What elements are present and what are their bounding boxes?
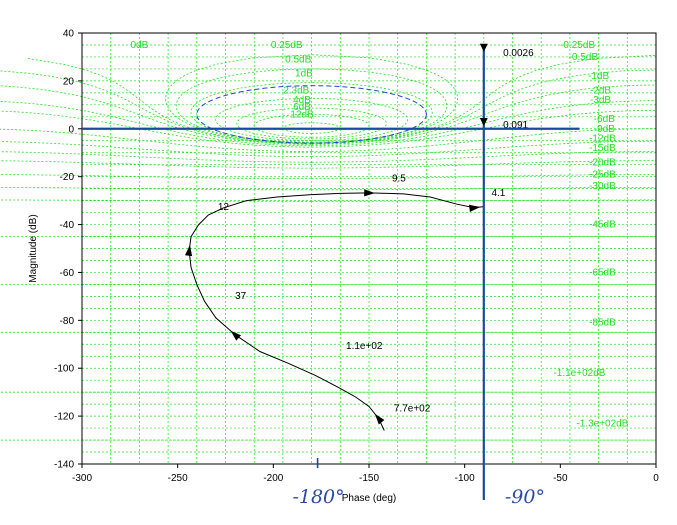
x-tick-label: -100	[455, 473, 475, 484]
gain-contour-label: 12dB	[290, 109, 314, 120]
gain-contour-label: 0.25dB	[271, 40, 303, 51]
gain-contour-label: -25dB	[589, 169, 616, 180]
frequency-label: 4.1	[491, 188, 505, 199]
handwritten-phase-label: -180°	[292, 486, 344, 508]
gain-contour-label: 1dB	[295, 69, 313, 80]
marker-arrow	[479, 117, 488, 126]
gain-contour-label: -1.3e+02dB	[576, 418, 628, 429]
gain-contour-label: -45dB	[589, 220, 616, 231]
gain-contour-label: -1.1e+02dB	[553, 368, 605, 379]
gain-contour-label: -30dB	[589, 181, 616, 192]
chart-axes: -300 -250 -200 -150 -100 -50 0 40 20 0 -20 -40 -60 -8…	[28, 29, 659, 505]
gain-contour-label: -6dB	[594, 114, 615, 125]
gain-contour	[283, 122, 340, 134]
gain-contour	[0, 140, 656, 157]
gain-contour	[253, 113, 370, 138]
frequency-response-curve	[185, 189, 484, 431]
x-tick-label: 0	[653, 473, 659, 484]
frequency-label: 1.1e+02	[346, 341, 383, 352]
y-tick-label: -100	[54, 364, 74, 375]
y-tick-label: -40	[60, 220, 75, 231]
gain-contour-label: -0.5dB	[569, 52, 599, 63]
gain-contour-label: -12dB	[589, 133, 616, 144]
y-tick-label: 0	[68, 124, 74, 135]
x-tick-label: -150	[359, 473, 379, 484]
frequency-label: 7.7e+02	[394, 403, 431, 414]
y-tick-label: -60	[60, 268, 75, 279]
curve-arrow	[185, 244, 193, 257]
gain-contour-label: 6dB	[293, 102, 311, 113]
gain-contour	[0, 199, 656, 202]
curve-arrow	[230, 330, 241, 341]
gain-contour	[190, 82, 433, 143]
x-axis-label: Phase (deg)	[342, 493, 396, 504]
response-line	[188, 192, 484, 431]
gain-contour	[0, 84, 657, 145]
gain-contour-label: 4dB	[293, 95, 311, 106]
y-tick-label: -20	[60, 172, 75, 183]
gain-contour-label: -15dB	[589, 143, 616, 154]
hand-annotations: -180° -90°	[82, 43, 580, 508]
marker-value-label: 0.0026	[503, 48, 534, 59]
handwritten-phase-label: -90°	[505, 486, 545, 508]
curve-arrow	[364, 189, 375, 197]
gain-contour-label: -65dB	[589, 267, 616, 278]
frequency-label: 37	[235, 291, 247, 302]
gain-contour	[0, 100, 656, 147]
curve-arrow	[374, 413, 385, 425]
gain-contour-label: -3dB	[590, 95, 611, 106]
x-tick-label: -250	[168, 473, 188, 484]
frequency-label: 12	[218, 202, 230, 213]
y-tick-label: -80	[60, 316, 75, 327]
gain-contour-label: 2.3dB	[283, 85, 309, 96]
chart-labels: 7.7e+02 1.1e+02 37 12 9.5 4.1 0.0026 0.091 0dB 0.…	[131, 40, 629, 429]
frequency-label: 9.5	[392, 173, 406, 184]
gain-contour-label: -20dB	[589, 157, 616, 168]
gain-contour	[215, 97, 408, 141]
y-tick-label: 20	[63, 76, 75, 87]
marker-arrow	[479, 43, 488, 52]
x-tick-label: -200	[263, 473, 283, 484]
y-axis-label: Magnitude (dB)	[28, 214, 39, 282]
gain-contour	[236, 107, 387, 140]
gain-contour	[0, 110, 656, 148]
gain-contour-label: -2dB	[590, 85, 611, 96]
x-tick-label: -50	[553, 473, 568, 484]
gain-contour	[0, 151, 656, 163]
y-tick-label: -140	[54, 460, 74, 471]
x-tick-label: -300	[72, 473, 92, 484]
gain-contour-label: -85dB	[589, 318, 616, 329]
curve-arrow	[469, 204, 481, 212]
marker-value-label: 0.091	[503, 120, 528, 131]
y-tick-label: 40	[63, 29, 75, 40]
gain-contour-label: 0dB	[131, 40, 149, 51]
gain-contour-label: -9dB	[594, 124, 615, 135]
gain-contour-label: -1dB	[588, 71, 609, 82]
gain-contour	[0, 174, 656, 179]
gain-contour-label: 0.5dB	[285, 54, 311, 65]
gain-contour	[0, 160, 656, 169]
nichols-grid	[0, 32, 657, 464]
gain-contour	[0, 69, 657, 145]
y-tick-label: -120	[54, 412, 74, 423]
gain-contour	[0, 128, 656, 152]
gain-contour-label: -0.25dB	[560, 40, 595, 51]
dashed-contour	[196, 85, 427, 144]
gain-contour	[0, 187, 656, 191]
